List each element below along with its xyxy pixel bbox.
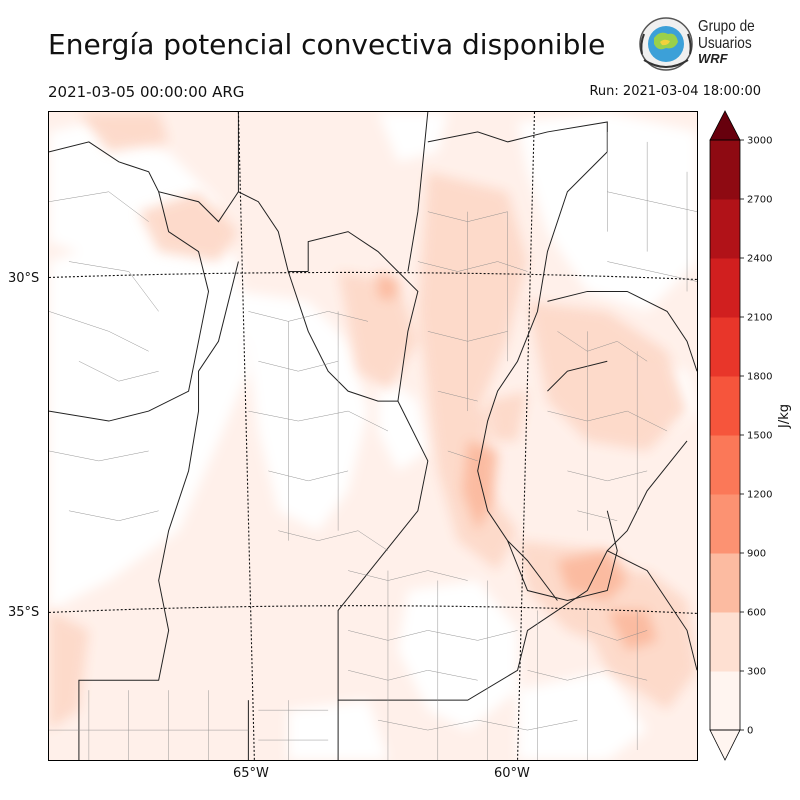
colorbar-ticks: 0 300 600 900 1200 1500 1800 2100 2400 2700 3000 [740,136,772,737]
cape-map [48,111,698,761]
units-label: J/kg [777,404,792,428]
province-boundaries [49,112,697,760]
colorbar-tick-label: 2100 [747,313,772,324]
colorbar-min-arrow [709,729,741,761]
cape-high-areas [377,271,658,651]
map-title: Energía potencial convectiva disponible [48,28,606,61]
lat-label-35s: 35°S [8,605,40,620]
colorbar-tick-label: 0 [747,726,753,737]
wrf-logo: Grupo de Usuarios WRF [636,14,766,74]
colorbar-band [710,553,740,613]
colorbar-tick-label: 900 [747,549,766,560]
colorbar-tick-label: 1800 [747,372,772,383]
gridline-30s [49,271,697,281]
graticule [49,112,697,760]
colorbar-tick-label: 2400 [747,254,772,265]
colorbar-band [710,671,740,731]
colorbar-tick-label: 3000 [747,136,772,147]
gridline-60w [517,112,536,760]
colorbar-tick-label: 2700 [747,195,772,206]
colorbar-band [710,494,740,554]
colorbar-band [710,140,740,200]
colorbar-bands [710,140,740,731]
logo-text-line2: Usuarios [698,35,752,52]
colorbar-band [710,435,740,495]
lon-label-65w: 65°W [233,766,269,781]
colorbar-band [710,199,740,259]
logo-text-line3: WRF [698,51,728,66]
colorbar: 0 300 600 900 1200 1500 1800 2100 2400 2700 3000 [709,110,772,761]
colorbar-tick-label: 600 [747,608,766,619]
colorbar-tick-label: 1500 [747,431,772,442]
wrf-globe-icon [639,17,693,71]
colorbar-tick-label: 1200 [747,490,772,501]
colorbar-band [710,258,740,318]
colorbar-band [710,612,740,672]
colorbar-max-arrow [709,110,741,141]
colorbar-band [710,317,740,377]
valid-time: 2021-03-05 00:00:00 ARG [48,83,245,101]
department-boundaries [49,131,697,760]
colorbar-band [710,376,740,436]
run-time: Run: 2021-03-04 18:00:00 [589,84,761,99]
logo-text-line1: Grupo de [698,18,755,35]
lon-label-60w: 60°W [494,766,530,781]
colorbar-tick-label: 300 [747,667,766,678]
gridline-65w [237,112,255,760]
lat-label-30s: 30°S [8,271,40,286]
gridline-35s [49,605,697,615]
